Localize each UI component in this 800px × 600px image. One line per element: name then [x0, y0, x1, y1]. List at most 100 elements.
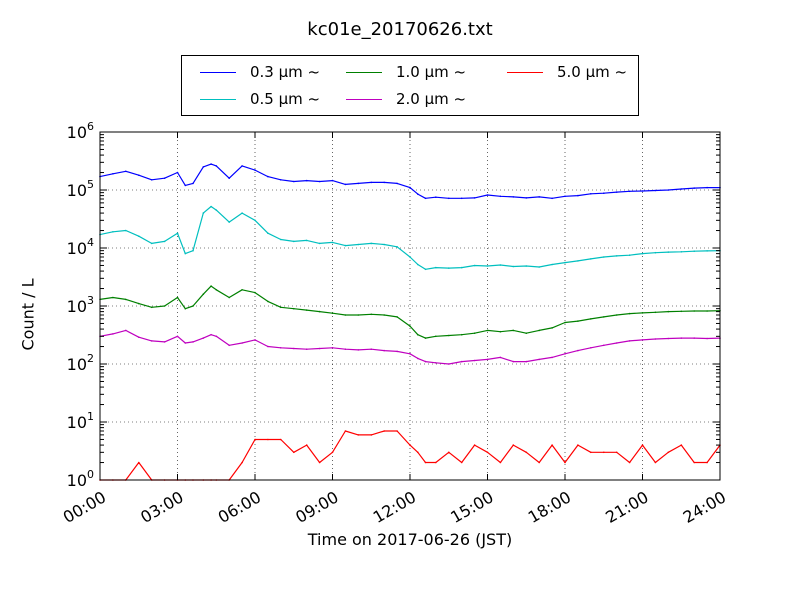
series-0-point	[706, 186, 708, 189]
series-3-point	[538, 358, 540, 361]
legend-item-0: 0.3 μm ~	[200, 62, 320, 82]
series-0-point	[150, 179, 153, 181]
series-0-point	[184, 184, 187, 187]
series-3-point	[654, 338, 657, 340]
x-tick-label: 09:00	[292, 487, 341, 527]
series-3-point	[693, 337, 695, 339]
series-2-point	[512, 329, 515, 332]
series-1-point	[318, 242, 321, 245]
series-4-point	[512, 444, 515, 446]
series-4-point	[706, 461, 708, 464]
series-3-point	[512, 360, 515, 363]
series-1-point	[176, 232, 179, 234]
series-1-point	[150, 242, 153, 245]
series-4-point	[590, 451, 592, 454]
series-0-point	[331, 179, 334, 182]
series-0-point	[202, 166, 205, 168]
series-1-point	[641, 252, 644, 255]
series-4-point	[357, 434, 360, 436]
series-3-point	[396, 350, 398, 353]
legend-swatch-2	[346, 71, 382, 73]
series-2-point	[125, 298, 127, 301]
series-3-point	[706, 337, 708, 340]
series-4-point	[577, 444, 579, 446]
series-1-point	[603, 256, 605, 258]
series-4-point	[603, 451, 605, 454]
series-0-point	[112, 173, 114, 175]
series-line-1	[99, 205, 721, 270]
series-0-point	[525, 197, 528, 199]
y-tick-label: 100	[67, 468, 94, 490]
series-3-point	[424, 360, 427, 363]
series-1-point	[396, 246, 398, 248]
series-1-point	[383, 243, 386, 246]
series-1-point	[680, 251, 683, 253]
series-1-point	[667, 251, 670, 253]
legend-item-1: 0.5 μm ~	[200, 89, 320, 109]
series-2-point	[344, 314, 347, 316]
series-4-point	[615, 451, 618, 454]
series-3-point	[577, 349, 579, 352]
y-tick-base: 10	[67, 297, 87, 316]
series-0-point	[512, 196, 515, 198]
series-1-point	[654, 251, 657, 254]
series-1-point	[280, 238, 282, 241]
legend-swatch-1	[200, 98, 236, 100]
series-1-point	[473, 264, 476, 267]
series-0-point	[667, 189, 670, 191]
series-4-point	[551, 444, 553, 446]
series-4-point	[396, 430, 398, 432]
series-4-point	[564, 461, 566, 464]
y-tick-label: 104	[67, 236, 94, 258]
series-2-point	[409, 325, 411, 327]
series-0-point	[125, 170, 127, 173]
series-0-point	[615, 191, 618, 193]
y-tick-exponent: 0	[87, 468, 94, 481]
series-3-point	[435, 362, 437, 364]
series-4-point	[305, 444, 308, 446]
series-4-point	[424, 461, 427, 464]
series-0-point	[654, 189, 657, 192]
y-tick-base: 10	[67, 123, 87, 142]
y-tick-exponent: 4	[87, 236, 94, 249]
series-3-point	[551, 356, 553, 359]
series-1-point	[125, 229, 127, 232]
grid	[100, 132, 720, 480]
series-3-point	[525, 360, 528, 363]
series-0-point	[241, 165, 243, 167]
y-tick-label: 103	[67, 294, 94, 316]
series-1-point	[163, 240, 166, 243]
series-0-point	[499, 195, 502, 198]
series-0-point	[280, 179, 282, 181]
series-line-2	[99, 285, 721, 339]
y-axis-label: Count / L	[18, 278, 38, 351]
series-2-point	[486, 329, 489, 332]
series-0-point	[357, 182, 360, 185]
series-0-point	[680, 188, 683, 190]
series-1-point	[486, 265, 489, 267]
series-1-point	[706, 250, 708, 252]
series-0-point	[590, 193, 592, 195]
series-2-point	[396, 316, 398, 318]
series-1-point	[210, 205, 212, 208]
legend-label-4: 5.0 μm ~	[557, 63, 628, 81]
series-2-point	[417, 333, 419, 336]
series-0-point	[267, 175, 269, 178]
series-3-point	[112, 333, 114, 335]
series-4-point	[448, 451, 450, 454]
series-2-point	[615, 314, 618, 316]
series-3-point	[125, 329, 127, 332]
series-0-point	[577, 194, 579, 197]
series-1-point	[254, 219, 256, 222]
series-2-point	[499, 330, 502, 333]
series-4-point	[667, 451, 670, 454]
series-2-point	[654, 311, 657, 314]
series-3-point	[370, 348, 373, 351]
series-2-point	[564, 321, 566, 324]
series-2-point	[590, 318, 592, 320]
series-1-point	[564, 261, 566, 264]
series-1-point	[370, 242, 373, 245]
legend-item-3: 2.0 μm ~	[346, 89, 466, 109]
series-3-point	[202, 337, 205, 339]
series-2-point	[667, 310, 670, 313]
